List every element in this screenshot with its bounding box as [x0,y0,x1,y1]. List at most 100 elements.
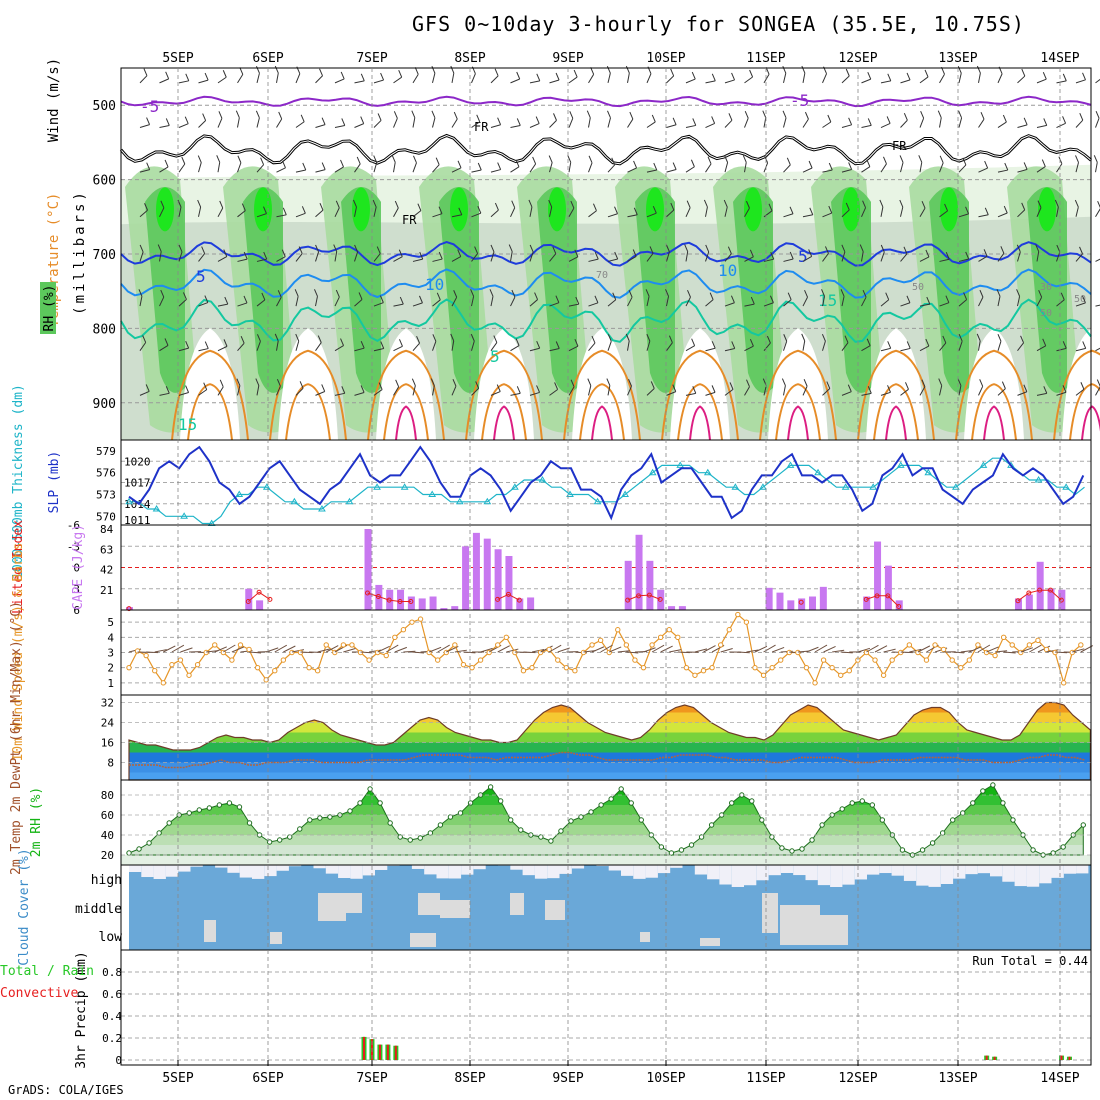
wind-marker [649,642,655,648]
wind-barb [237,210,246,218]
wind-barb-flag [278,111,283,120]
wind-marker [1009,642,1015,648]
wind-barb [295,340,300,351]
wind-barb [1036,251,1040,262]
rh-marker [859,798,865,804]
isotherm-20 [661,349,739,441]
rh-marker [769,834,775,840]
rh-marker [387,820,393,826]
rh-marker [276,837,283,843]
wind-barb [939,162,944,173]
wind-barb [139,124,150,128]
high-cloud-cell [325,865,339,874]
wind-barb [861,78,871,84]
wind-marker [615,627,621,633]
rh-column-dark [635,187,675,393]
wind-barb-flag [925,338,930,347]
high-cloud-cell [571,865,585,869]
wind-tick-label: 1 [107,677,114,690]
high-cloud-cell [375,865,388,870]
wind-barb-flag [333,244,338,252]
wind-barb [607,299,617,307]
wind-barb [685,251,689,262]
wind-barb [1072,648,1085,653]
rh-contour-label: 30 [1040,282,1052,293]
cloud-level-label: high [91,873,122,888]
wind-barb [857,647,871,653]
rh-marker [618,786,624,792]
wind-marker [906,642,913,648]
wind-barb-flag [360,340,365,349]
wind-barb-flag [903,113,908,121]
wind-barb [1056,206,1059,217]
wind-marker [949,657,955,663]
wind-barb-flag [475,381,480,389]
wind-barb [1017,296,1021,307]
wind-barb [237,342,245,352]
wind-marker [795,649,801,656]
wind-barb [295,253,303,262]
high-cloud-cell [867,865,880,875]
wind-marker [597,637,604,644]
wind-barb [685,207,691,218]
rh-axis-label: RH (%) [42,285,57,332]
wind-barb [393,162,396,173]
wind-barb-flag [453,290,458,298]
wind-barb-flag [457,160,462,169]
wind-barb [724,79,735,84]
wind-barb-flag [299,381,304,389]
wind-barb-flag [160,200,165,209]
wind-barb [354,391,365,396]
wind-barb-flag [652,205,657,214]
wind-barb [217,118,223,128]
wind-barb [666,342,673,352]
wind-barb-flag [880,244,885,253]
high-cloud-cell [965,865,978,875]
wind-barb-flag [515,159,520,168]
wind-barb [237,117,240,128]
rh-marker [226,800,233,806]
wind-barb [1075,388,1085,396]
high-cloud-cell [805,865,818,881]
wind-barb-flag [516,386,521,394]
wind-barb-flag [477,162,482,171]
wind-barb [880,80,891,84]
wind-barb [568,303,579,307]
wind-marker [666,627,672,633]
wind-barb [997,253,1005,262]
wind-barb [627,256,637,262]
wind-barb [1036,124,1047,129]
thickness-marker [207,519,216,527]
wind-barb [685,166,695,173]
wind-barb-flag [1000,246,1005,254]
wind-marker [735,611,741,618]
wind-barb-flag [356,156,361,165]
wind-barb-flag [587,378,592,386]
cape-bar [787,600,795,610]
wind-barb-flag [341,118,346,126]
li-marker [126,606,132,612]
wind-marker [580,649,587,656]
rh-band [129,805,1084,815]
wind-barb [276,72,279,83]
wind-barb [529,299,538,307]
wind-barb-flag [515,338,520,346]
wind-barb-flag [494,202,499,211]
rh-band [129,815,1084,825]
wind-barb [198,253,206,262]
li-line [866,595,900,607]
wind-barb [454,649,467,653]
rh-panel: 20 40 60 80 2m RH (%) [29,782,1091,865]
wind-barb [198,389,207,396]
thickness-marker [676,461,685,468]
wind-barb [880,391,891,396]
wind-barb-flag [476,114,481,123]
isotherm-25 [1069,383,1100,441]
wind-barb-flag [435,157,440,165]
isotherm-25 [579,383,625,441]
wind-barb [763,210,773,218]
rh-marker [658,844,665,850]
wind-barb [295,73,301,84]
